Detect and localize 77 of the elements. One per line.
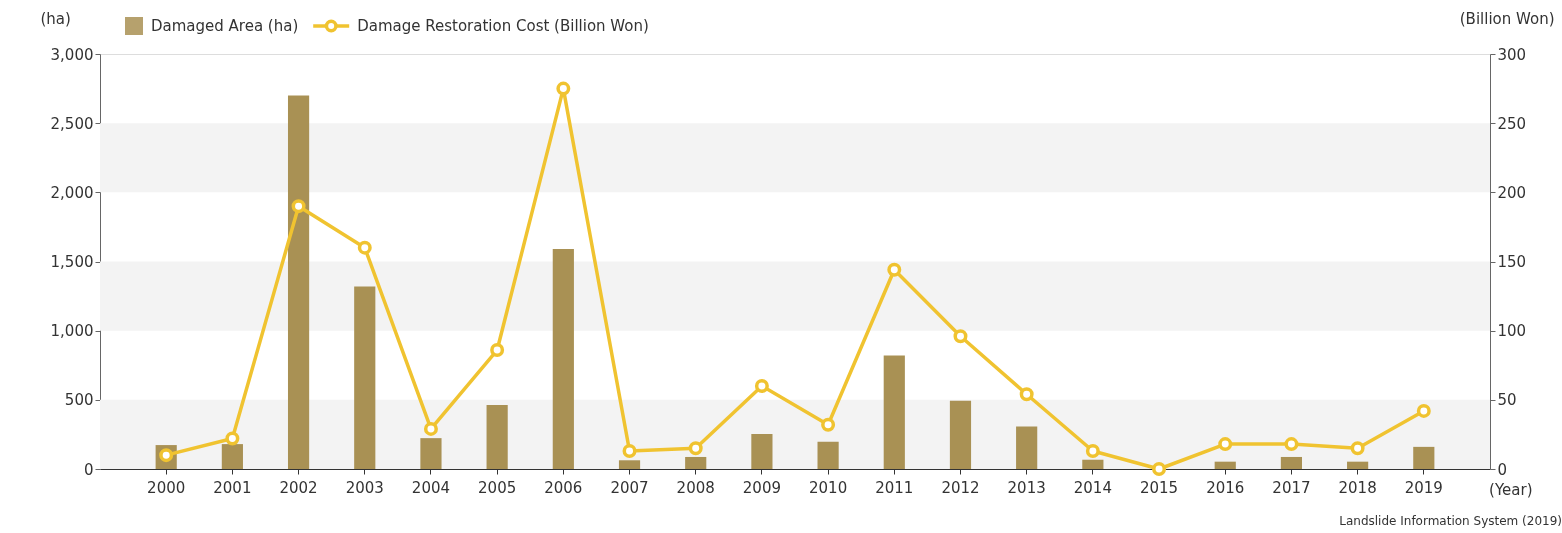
x-tick-label: 2009 bbox=[742, 478, 781, 497]
x-tick-label: 2003 bbox=[345, 478, 384, 497]
x-tick-label: 2018 bbox=[1338, 478, 1377, 497]
x-axis-title: (Year) bbox=[1489, 480, 1533, 499]
text: Landslide Information System (2019) bbox=[1339, 514, 1562, 528]
bar bbox=[1082, 459, 1104, 469]
point bbox=[1416, 403, 1431, 418]
y-tick-label: 3,000 bbox=[50, 45, 94, 64]
bar bbox=[420, 438, 442, 469]
y-tick-label: 1,000 bbox=[50, 322, 94, 341]
point bbox=[622, 444, 637, 458]
x-tick-label: 2015 bbox=[1139, 478, 1179, 497]
x-tick-label: 2001 bbox=[213, 478, 252, 497]
point bbox=[754, 379, 769, 393]
x-tick-label: 2016 bbox=[1206, 478, 1245, 497]
y2-tick-label: 150 bbox=[1497, 253, 1527, 271]
x-tick-label: 2014 bbox=[1073, 478, 1112, 497]
x-tick-label: 2000 bbox=[147, 478, 186, 497]
x-tick-label: 2012 bbox=[941, 478, 980, 497]
bar bbox=[1214, 461, 1236, 469]
bar bbox=[287, 95, 310, 469]
bar bbox=[1280, 456, 1303, 469]
point bbox=[1350, 441, 1365, 456]
x-tick-label: 2005 bbox=[478, 478, 517, 497]
point bbox=[887, 262, 902, 277]
point bbox=[291, 199, 306, 214]
y-axis-title: (ha) bbox=[40, 9, 71, 28]
bar bbox=[817, 441, 839, 469]
point bbox=[225, 431, 240, 446]
y2-tick-label: 0 bbox=[1497, 460, 1508, 479]
y-tick-label: 2,500 bbox=[50, 114, 94, 133]
bar bbox=[1413, 446, 1435, 469]
y2-tick-label: 100 bbox=[1497, 322, 1527, 341]
point bbox=[1019, 387, 1034, 402]
point bbox=[423, 421, 438, 436]
point bbox=[357, 240, 372, 255]
point bbox=[688, 441, 703, 456]
point bbox=[1085, 444, 1100, 458]
x-tick-label: 2011 bbox=[875, 478, 914, 497]
y2-axis-title: (Billion Won) bbox=[1459, 9, 1555, 28]
y-tick-label: 1,500 bbox=[50, 253, 94, 271]
bar bbox=[618, 460, 641, 469]
bar bbox=[486, 404, 508, 469]
x-tick-label: 2006 bbox=[544, 478, 583, 497]
x-tick-label: 2007 bbox=[610, 478, 649, 497]
legend-label: Damage Restoration Cost (Billion Won) bbox=[357, 17, 649, 35]
x-tick-label: 2010 bbox=[809, 478, 848, 497]
legend-label: Damaged Area (ha) bbox=[151, 17, 299, 35]
point bbox=[1152, 462, 1167, 476]
y2-tick-label: 200 bbox=[1497, 183, 1527, 202]
bar bbox=[751, 434, 773, 469]
point bbox=[1218, 437, 1233, 452]
y2-tick-label: 250 bbox=[1497, 114, 1527, 133]
y-tick-label: 2,000 bbox=[50, 183, 94, 202]
x-tick-label: 2002 bbox=[279, 478, 318, 497]
bar bbox=[883, 355, 905, 469]
bar bbox=[552, 249, 574, 469]
point bbox=[953, 329, 968, 344]
y2-tick-label: 300 bbox=[1497, 45, 1527, 64]
x-tick-label: 2019 bbox=[1404, 478, 1443, 497]
point bbox=[1284, 437, 1299, 452]
bar bbox=[221, 444, 243, 469]
x-tick-label: 2008 bbox=[676, 478, 715, 497]
bar bbox=[685, 456, 707, 469]
bar bbox=[949, 400, 972, 469]
point bbox=[821, 417, 836, 432]
y-tick-label: 500 bbox=[64, 391, 94, 410]
x-tick-label: 2013 bbox=[1007, 478, 1046, 497]
point bbox=[490, 343, 505, 358]
y-tick-label: 0 bbox=[83, 460, 94, 479]
x-tick-label: 2004 bbox=[411, 478, 451, 497]
bar bbox=[354, 286, 376, 469]
bar bbox=[1347, 461, 1369, 469]
bar bbox=[1016, 426, 1038, 469]
point bbox=[556, 81, 571, 96]
x-tick-label: 2017 bbox=[1272, 478, 1311, 497]
y2-tick-label: 50 bbox=[1497, 391, 1517, 410]
